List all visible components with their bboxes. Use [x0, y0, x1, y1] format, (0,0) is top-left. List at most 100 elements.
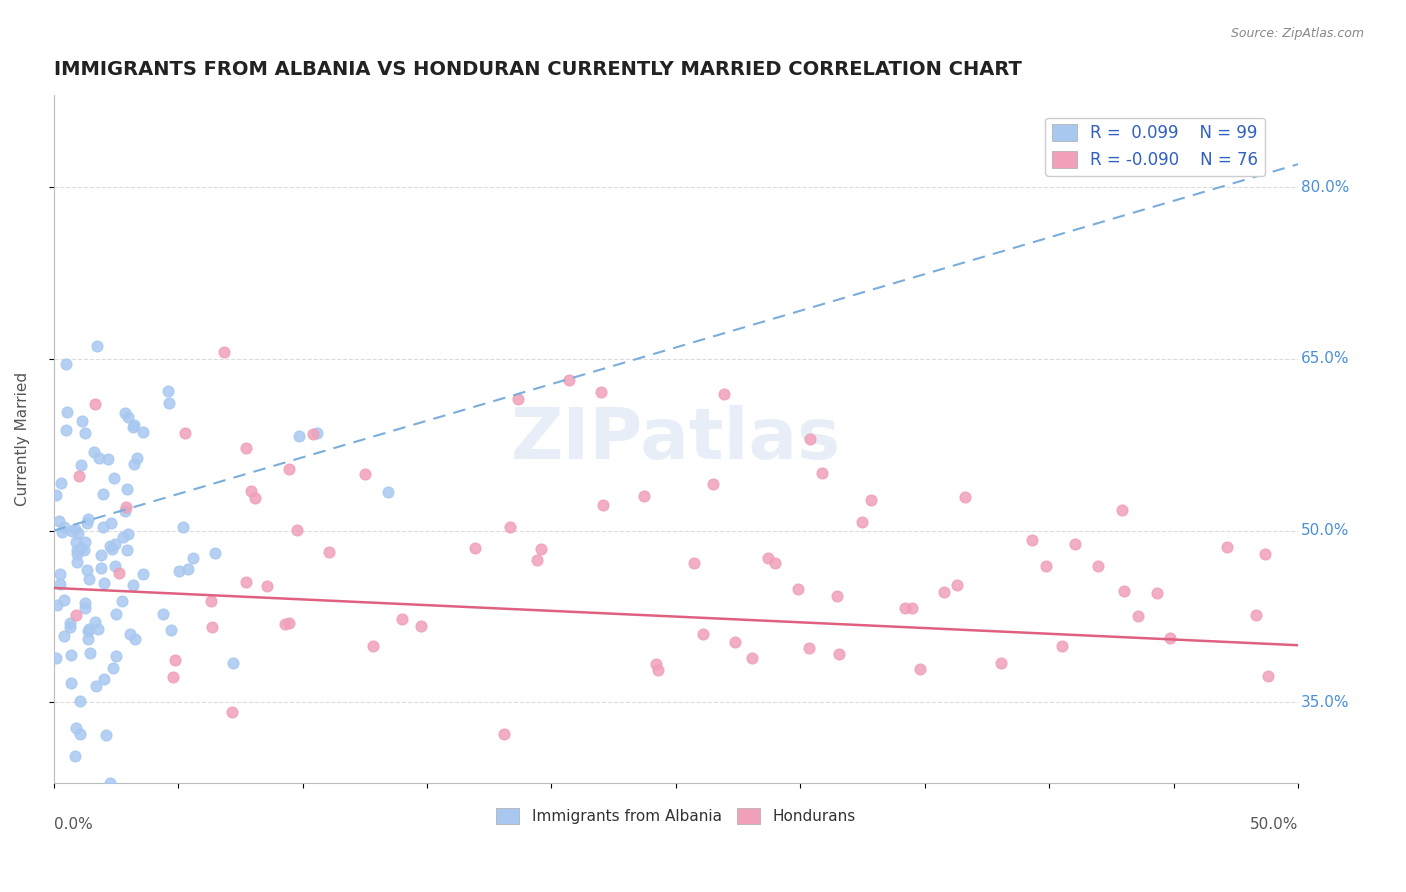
Point: [160, 623, 183, 637]
Point: [93, 672, 115, 686]
Point: [1050, 639, 1073, 653]
Point: [90, 560, 112, 574]
Point: [1112, 584, 1135, 599]
Point: [77, 512, 100, 526]
Point: [908, 661, 931, 675]
Point: [66, 526, 89, 541]
Point: [499, 519, 522, 533]
Point: [91, 487, 114, 501]
Text: 50.0%: 50.0%: [1250, 817, 1298, 832]
Point: [1244, 607, 1267, 622]
Point: [526, 553, 548, 567]
Point: [288, 429, 311, 443]
Text: 35.0%: 35.0%: [1301, 695, 1350, 710]
Point: [177, 561, 200, 575]
Point: [724, 635, 747, 649]
Point: [893, 601, 915, 615]
Point: [1035, 559, 1057, 574]
Text: 65.0%: 65.0%: [1301, 351, 1350, 367]
Point: [55, 423, 77, 437]
Point: [112, 530, 135, 544]
Point: [165, 653, 187, 667]
Point: [494, 727, 516, 741]
Point: [901, 601, 924, 615]
Point: [45, 488, 67, 502]
Y-axis label: Currently Married: Currently Married: [15, 372, 30, 506]
Point: [245, 491, 267, 506]
Text: 0.0%: 0.0%: [53, 817, 93, 832]
Point: [235, 575, 257, 590]
Point: [278, 461, 301, 475]
Point: [56, 405, 79, 419]
Point: [97, 451, 120, 466]
Point: [93, 519, 115, 533]
Point: [84, 679, 107, 693]
Point: [115, 543, 138, 558]
Point: [107, 566, 129, 580]
Point: [132, 567, 155, 582]
Point: [90, 548, 112, 562]
Point: [647, 663, 669, 677]
Point: [174, 425, 197, 440]
Point: [799, 641, 821, 656]
Point: [96, 728, 118, 742]
Point: [86, 338, 108, 352]
Point: [1146, 586, 1168, 600]
Text: Source: ZipAtlas.com: Source: ZipAtlas.com: [1230, 27, 1364, 40]
Point: [162, 670, 184, 684]
Point: [51, 525, 73, 540]
Point: [125, 450, 148, 465]
Point: [75, 596, 97, 610]
Point: [48, 514, 70, 528]
Point: [122, 420, 145, 434]
Point: [52, 629, 75, 643]
Point: [65, 722, 87, 736]
Point: [73, 535, 96, 549]
Point: [1111, 503, 1133, 517]
Point: [256, 579, 278, 593]
Point: [115, 483, 138, 497]
Point: [70, 541, 93, 555]
Text: 80.0%: 80.0%: [1301, 179, 1348, 194]
Point: [391, 612, 413, 626]
Point: [799, 432, 821, 446]
Point: [152, 607, 174, 622]
Point: [101, 661, 124, 675]
Point: [104, 558, 127, 573]
Point: [851, 515, 873, 529]
Point: [132, 425, 155, 439]
Point: [48, 567, 70, 582]
Point: [63, 749, 86, 764]
Point: [810, 467, 832, 481]
Point: [46, 598, 69, 612]
Point: [117, 527, 139, 541]
Legend: Immigrants from Albania, Hondurans: Immigrants from Albania, Hondurans: [491, 802, 862, 830]
Point: [77, 622, 100, 636]
Point: [84, 397, 107, 411]
Point: [201, 620, 224, 634]
Point: [990, 657, 1012, 671]
Point: [87, 622, 110, 636]
Point: [104, 649, 127, 664]
Point: [285, 523, 308, 537]
Point: [860, 493, 883, 508]
Point: [787, 582, 810, 597]
Point: [825, 589, 848, 603]
Point: [75, 601, 97, 615]
Point: [592, 498, 614, 512]
Point: [953, 490, 976, 504]
Point: [157, 396, 180, 410]
Point: [66, 547, 89, 561]
Point: [114, 500, 136, 514]
Point: [51, 475, 73, 490]
Text: IMMIGRANTS FROM ALBANIA VS HONDURAN CURRENTLY MARRIED CORRELATION CHART: IMMIGRANTS FROM ALBANIA VS HONDURAN CURR…: [53, 60, 1022, 78]
Point: [122, 458, 145, 472]
Point: [65, 607, 87, 622]
Point: [93, 576, 115, 591]
Point: [83, 615, 105, 629]
Point: [101, 542, 124, 557]
Point: [69, 727, 91, 741]
Point: [1064, 537, 1087, 551]
Point: [172, 520, 194, 534]
Point: [83, 445, 105, 459]
